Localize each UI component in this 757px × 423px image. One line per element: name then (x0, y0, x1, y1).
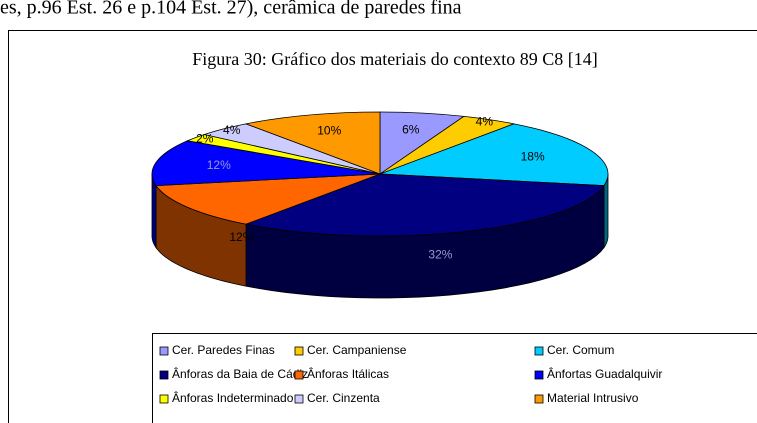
data-label: 12% (229, 230, 253, 244)
legend-label: Cer. Cinzenta (307, 391, 380, 405)
pie-slice (244, 111, 381, 175)
data-label: 4% (223, 123, 241, 137)
legend-label: Ânforas da Baia de Cádiz (172, 366, 308, 381)
legend-label: Cer. Campaniense (307, 343, 407, 357)
data-label: 6% (402, 122, 420, 136)
pie-slice (244, 173, 605, 237)
legend-label: Cer. Paredes Finas (172, 343, 275, 357)
legend-swatch (534, 346, 544, 356)
legend-label: Ânfortas Guadalquivir (547, 366, 662, 381)
header-text: es, p.96 Est. 26 e p.104 Est. 27), cerâm… (0, 0, 462, 19)
legend-swatch (534, 370, 544, 380)
legend-swatch (159, 346, 169, 356)
pie: 6% 4% 18% 32% 12% 12% 2% 4% 10% (151, 111, 609, 299)
pie-slice (379, 123, 609, 187)
chart-title: Figura 30: Gráfico dos materiais do cont… (192, 49, 597, 69)
data-label: 12% (207, 158, 231, 172)
legend-label: Cer. Comum (547, 343, 614, 357)
legend-swatch (294, 346, 304, 356)
pie-slice (151, 140, 381, 187)
data-label: 18% (521, 150, 545, 164)
data-label: 4% (476, 115, 494, 129)
legend-label: Ânforas Indeterminado (172, 390, 294, 405)
legend-label: Ânforas Itálicas (307, 366, 389, 381)
legend-swatch (294, 394, 304, 404)
data-label: 32% (428, 248, 452, 262)
legend-swatch (294, 370, 304, 380)
data-label: 2% (196, 132, 214, 146)
legend-swatch (534, 394, 544, 404)
legend-swatch (159, 394, 169, 404)
legend-label: Material Intrusivo (547, 391, 639, 405)
data-label: 10% (317, 124, 341, 138)
pie-slice (155, 173, 381, 225)
legend-frame (152, 333, 757, 423)
legend-swatch (159, 370, 169, 380)
